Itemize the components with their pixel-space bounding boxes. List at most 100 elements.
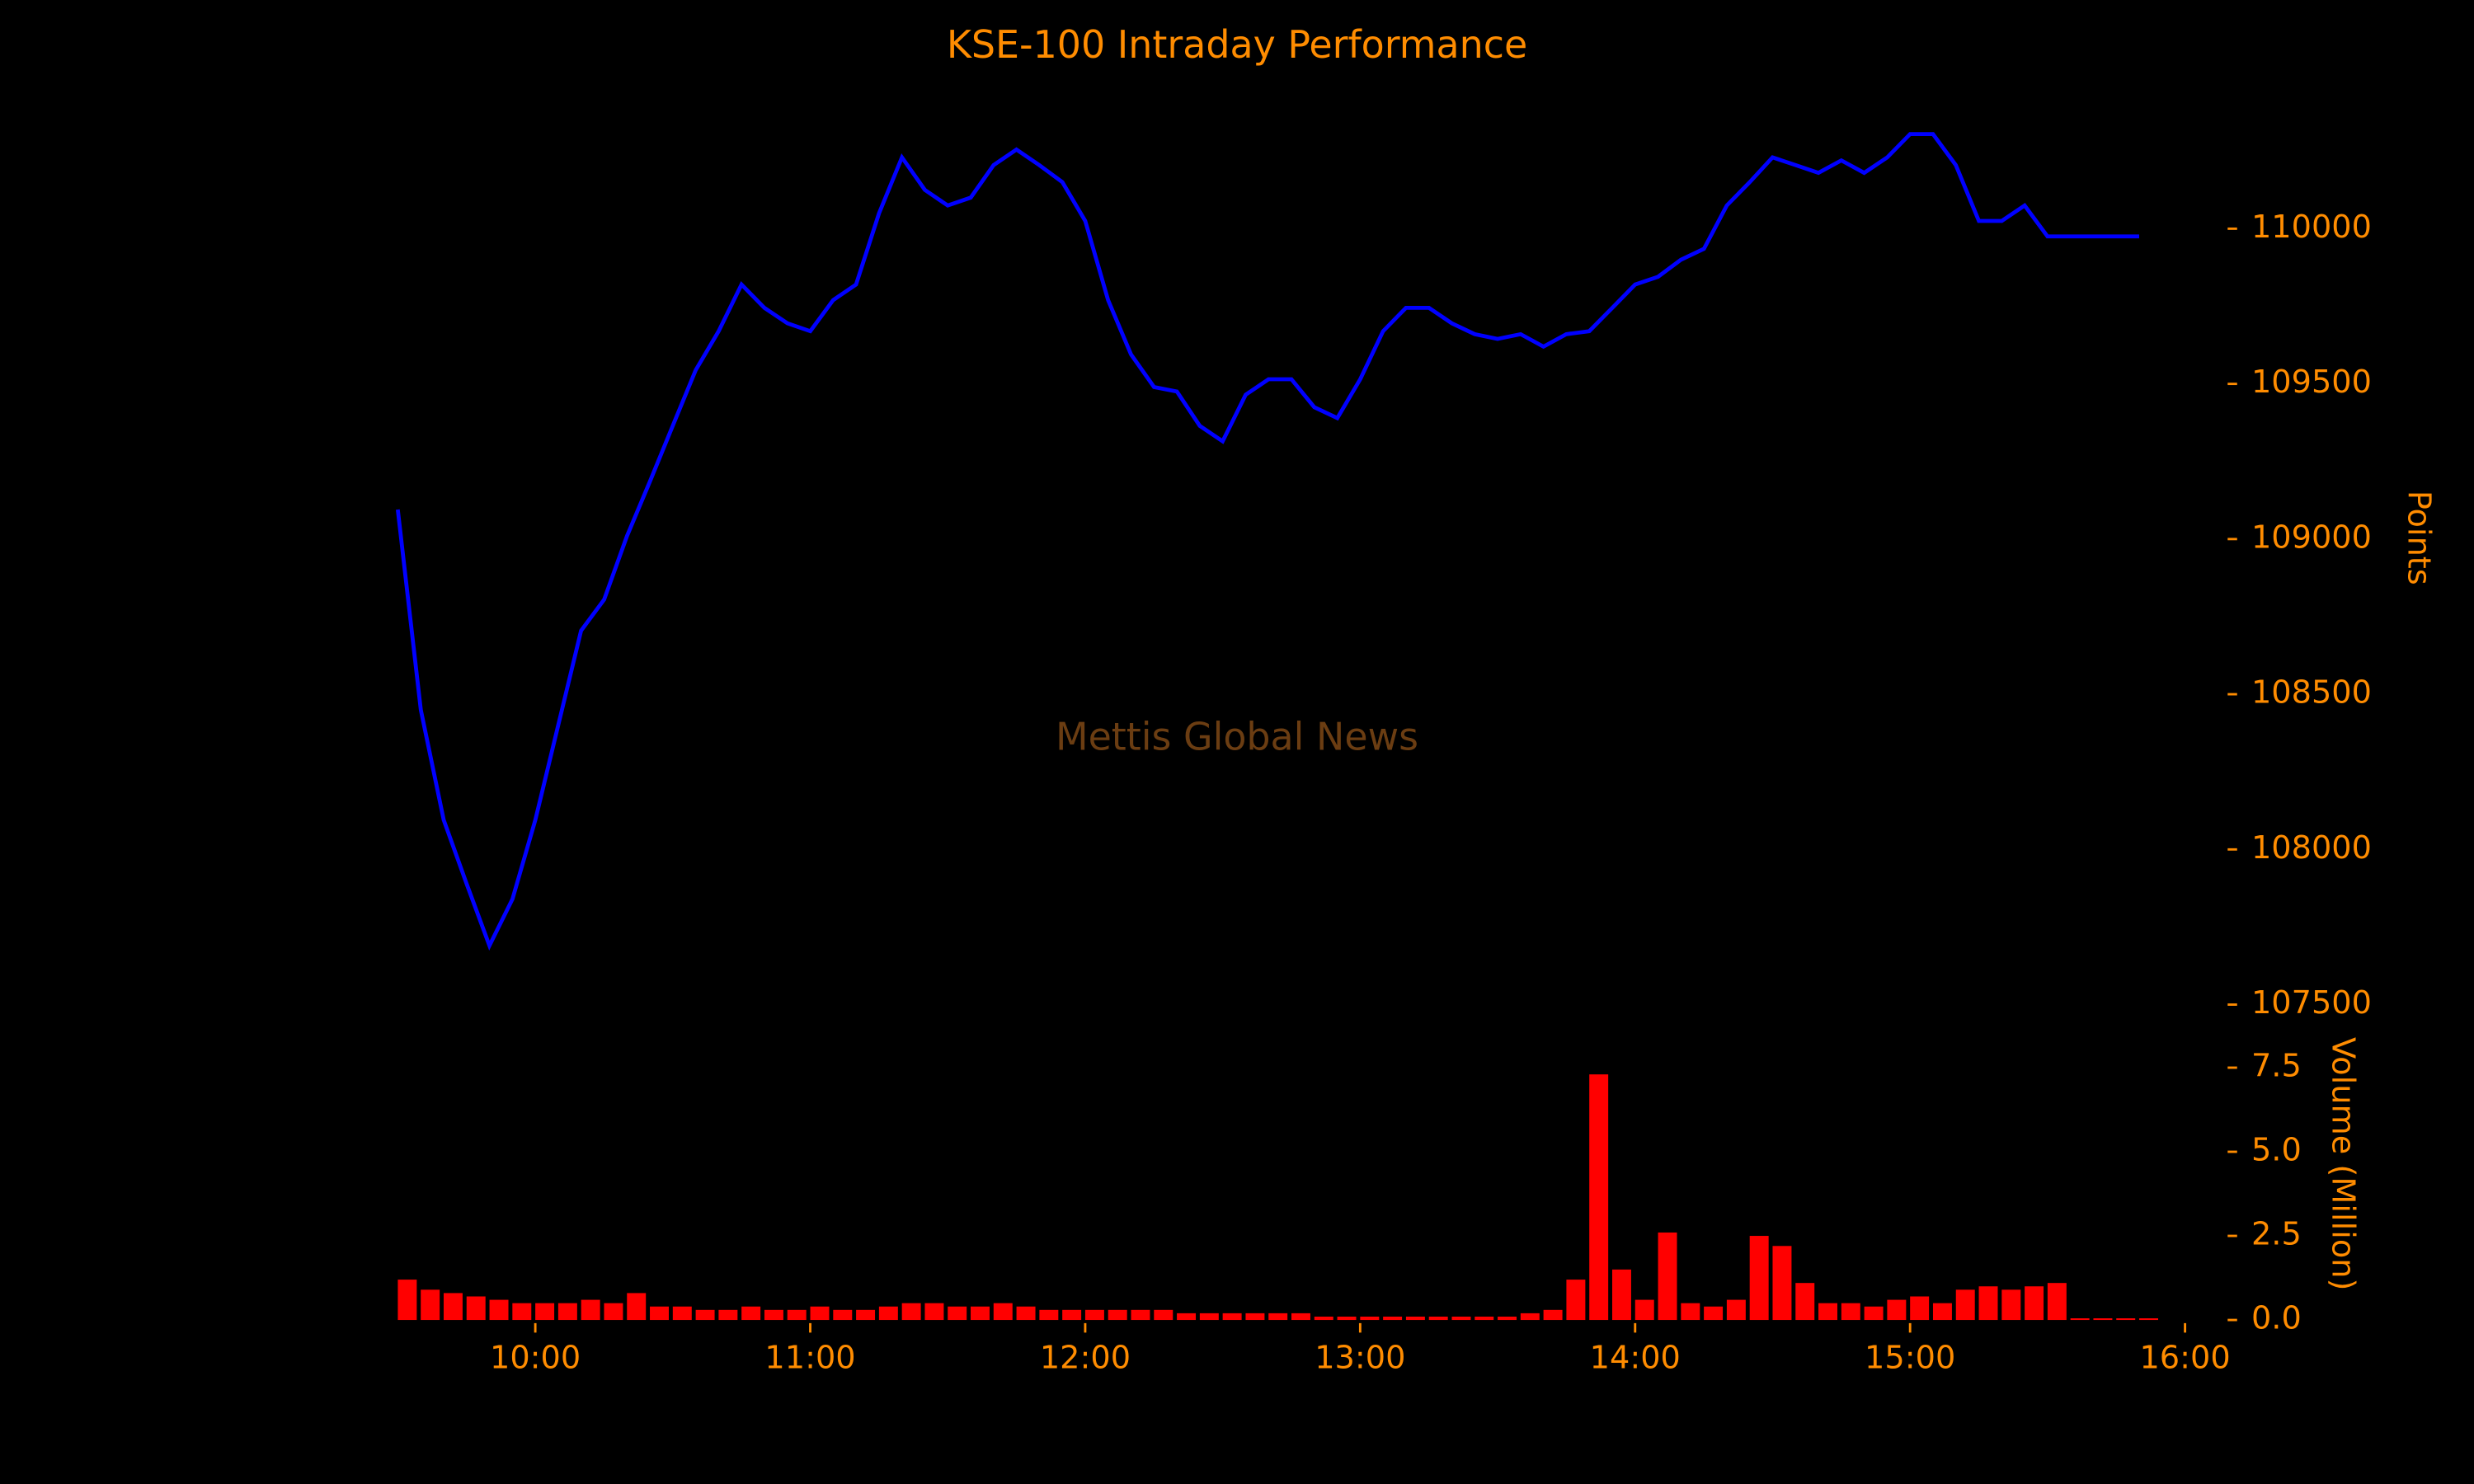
volume-bar [1520,1313,1540,1321]
volume-bar [2116,1318,2136,1321]
volume-bar [1681,1303,1700,1321]
volume-bar [672,1306,692,1321]
volume-bar [1726,1299,1746,1321]
chart-title: KSE-100 Intraday Performance [947,22,1527,67]
volume-bar [466,1296,486,1321]
volume-bar [764,1309,783,1321]
volume-bar [1841,1303,1860,1321]
volume-bar [1543,1309,1563,1321]
y-tick-label: 5.0 [2251,1132,2302,1169]
y-tick-label: 109500 [2251,364,2372,401]
volume-bar [1772,1246,1792,1321]
volume-bar [948,1306,967,1321]
volume-bar [856,1309,876,1321]
volume-bar [1887,1299,1907,1321]
volume-bar [901,1303,921,1321]
volume-bar [1428,1316,1448,1321]
volume-bar [1566,1280,1586,1321]
volume-bar [1955,1289,1975,1321]
volume-bar [1360,1316,1380,1321]
volume-bar [2001,1289,2021,1321]
y-tick-label: 107500 [2251,984,2372,1021]
volume-bar [1337,1316,1357,1321]
volume-bar [924,1303,944,1321]
x-tick-label: 12:00 [1040,1339,1131,1376]
volume-bar [741,1306,761,1321]
volume-bar [2025,1286,2044,1321]
volume-bar [971,1306,990,1321]
volume-bar [581,1299,600,1321]
volume-bar [810,1306,830,1321]
y-axis-label: Points [2400,491,2437,585]
volume-bar [1039,1309,1059,1321]
price-line [395,132,2139,951]
y2-axis-label: Volume (Million) [2325,1037,2362,1290]
volume-bar [718,1309,738,1321]
volume-bar [421,1289,440,1321]
volume-bar [695,1309,715,1321]
volume-bar [489,1299,509,1321]
volume-bar [627,1293,647,1321]
volume-bar [2093,1318,2113,1321]
volume-bar [557,1303,577,1321]
volume-bar [1795,1283,1815,1321]
volume-bar [1749,1236,1769,1321]
volume-bar [1268,1313,1288,1321]
volume-bar [1498,1316,1517,1321]
y-tick-label: 0.0 [2251,1300,2302,1337]
volume-bar [1383,1316,1403,1321]
volume-bar [1818,1303,1838,1321]
y-tick-label: 109000 [2251,519,2372,556]
volume-bar [2139,1318,2158,1321]
y-tick-label: 108500 [2251,674,2372,711]
volume-bar [1131,1309,1150,1321]
volume-bar [1910,1296,1930,1321]
x-tick-label: 13:00 [1315,1339,1405,1376]
volume-bar [878,1306,898,1321]
volume-bar [397,1280,417,1321]
y-tick-label: 7.5 [2251,1048,2302,1085]
volume-bar [1451,1316,1471,1321]
volume-bar [2047,1283,2067,1321]
volume-bar [1291,1313,1310,1321]
volume-bar [1016,1306,1036,1321]
volume-bar [993,1303,1013,1321]
volume-bar [512,1303,532,1321]
volume-bar [1658,1232,1677,1321]
volume-bar [787,1309,807,1321]
volume-bar [1084,1309,1104,1321]
volume-bar [1978,1286,1998,1321]
x-tick-label: 15:00 [1865,1339,1955,1376]
volume-bar [1245,1313,1265,1321]
x-tick-label: 11:00 [764,1339,855,1376]
x-tick-label: 16:00 [2139,1339,2230,1376]
volume-bar [1589,1074,1609,1321]
volume-bar [2070,1318,2090,1321]
x-tick-label: 10:00 [490,1339,581,1376]
volume-bar [1177,1313,1197,1321]
volume-bar [1475,1316,1494,1321]
y-tick-label: 2.5 [2251,1216,2302,1253]
watermark: Mettis Global News [1056,715,1418,759]
volume-bar [1704,1306,1724,1321]
volume-bar [443,1293,463,1321]
volume-bar [1222,1313,1242,1321]
volume-bar [833,1309,853,1321]
volume-bar [1634,1299,1654,1321]
volume-bar [1062,1309,1082,1321]
volume-bar [1154,1309,1174,1321]
x-tick-label: 14:00 [1590,1339,1681,1376]
volume-bar [1314,1316,1333,1321]
volume-bar [535,1303,555,1321]
y-tick-label: 108000 [2251,829,2372,866]
volume-bar [1611,1269,1631,1321]
y-tick-label: 110000 [2251,209,2372,246]
volume-bar [1405,1316,1425,1321]
volume-bar [1932,1303,1952,1321]
volume-bar [650,1306,669,1321]
volume-bar [1108,1309,1127,1321]
volume-bar [604,1303,623,1321]
volume-bar [1864,1306,1884,1321]
